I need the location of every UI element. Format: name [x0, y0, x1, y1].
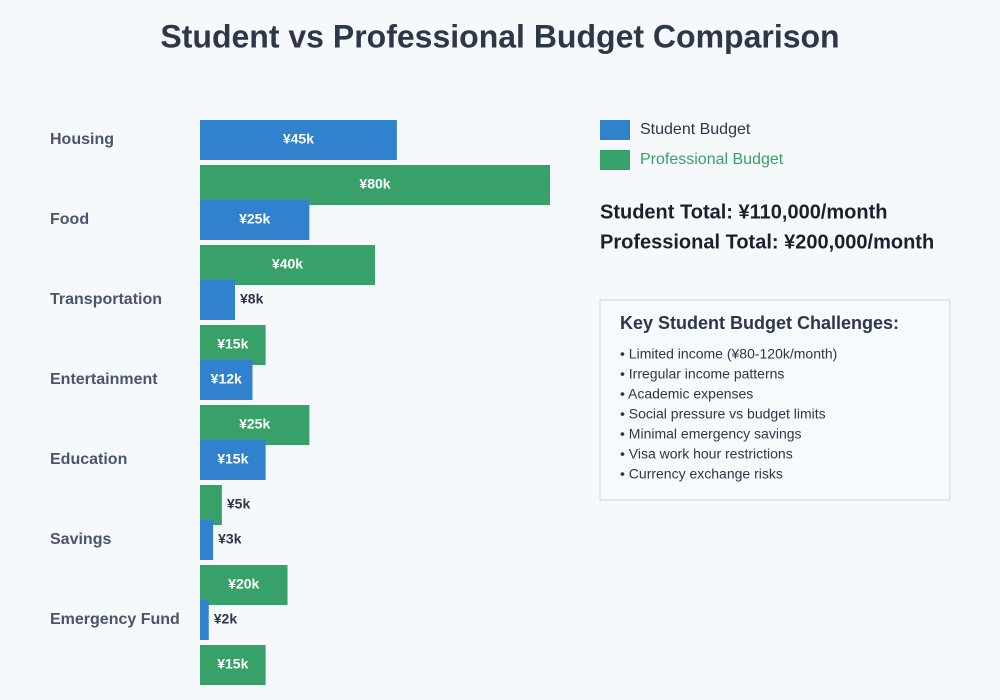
- bar: [200, 165, 550, 205]
- category-label: Emergency Fund: [50, 611, 180, 628]
- category-label: Savings: [50, 531, 111, 548]
- total: Student Total: ¥110,000/month: [600, 201, 887, 223]
- note-item: • Social pressure vs budget limits: [620, 406, 826, 422]
- note-item: • Visa work hour restrictions: [620, 446, 793, 462]
- bar: [200, 485, 222, 525]
- bar: [200, 405, 310, 445]
- value-label: ¥5k: [227, 496, 251, 512]
- bar: [200, 360, 253, 400]
- legend-label: Professional Budget: [640, 151, 784, 168]
- total: Professional Total: ¥200,000/month: [600, 231, 934, 253]
- bar: [200, 600, 209, 640]
- value-label: ¥15k: [217, 656, 248, 672]
- value-label: ¥25k: [239, 211, 270, 227]
- value-label: ¥8k: [240, 291, 264, 307]
- category-label: Transportation: [50, 291, 162, 308]
- category-label: Entertainment: [50, 371, 158, 388]
- value-label: ¥2k: [214, 611, 238, 627]
- note-item: • Limited income (¥80-120k/month): [620, 346, 837, 362]
- value-label: ¥25k: [239, 416, 270, 432]
- category-label: Housing: [50, 131, 114, 148]
- value-label: ¥40k: [272, 256, 303, 272]
- notes-box: [599, 299, 951, 501]
- bar: [200, 200, 310, 240]
- bar: [200, 280, 235, 320]
- note-item: • Currency exchange risks: [620, 466, 783, 482]
- legend-swatch: [600, 120, 630, 140]
- bar: [200, 645, 266, 685]
- bar: [200, 325, 266, 365]
- value-label: ¥80k: [359, 176, 390, 192]
- note-item: • Irregular income patterns: [620, 366, 784, 382]
- legend-label: Student Budget: [640, 121, 751, 138]
- note-item: • Academic expenses: [620, 386, 753, 402]
- legend-swatch: [600, 150, 630, 170]
- value-label: ¥12k: [211, 371, 242, 387]
- value-label: ¥3k: [218, 531, 242, 547]
- bar: [200, 440, 266, 480]
- category-label: Food: [50, 211, 89, 228]
- category-label: Education: [50, 451, 127, 468]
- chart-title: Student vs Professional Budget Compariso…: [160, 18, 839, 54]
- notes-title: Key Student Budget Challenges:: [620, 313, 899, 333]
- value-label: ¥45k: [283, 131, 314, 147]
- note-item: • Minimal emergency savings: [620, 426, 802, 442]
- bar: [200, 120, 397, 160]
- value-label: ¥15k: [217, 336, 248, 352]
- bar: [200, 245, 375, 285]
- value-label: ¥15k: [217, 451, 248, 467]
- value-label: ¥20k: [228, 576, 259, 592]
- bar: [200, 520, 214, 560]
- bar: [200, 565, 288, 605]
